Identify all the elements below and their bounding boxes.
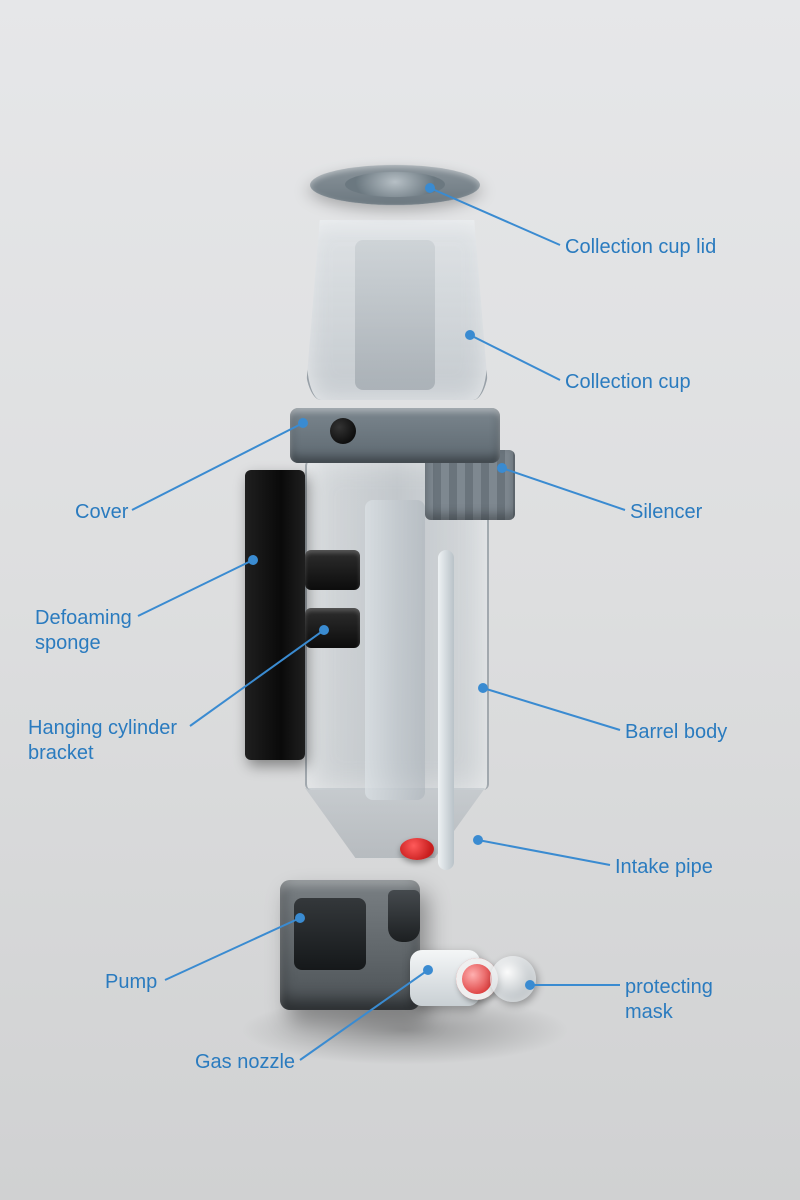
- label-silencer: Silencer: [630, 500, 702, 525]
- diagram-stage: Collection cup lid Collection cup Silenc…: [0, 0, 800, 1200]
- bracket-clip: [305, 550, 360, 590]
- part-protecting-mask: [490, 956, 536, 1002]
- part-collection-cup-inner: [355, 240, 435, 390]
- label-hanging-cylinder-bracket: Hanging cylinder bracket: [28, 716, 177, 766]
- part-pump-outlet: [388, 890, 420, 942]
- part-cover: [290, 408, 500, 463]
- part-intake-pipe: [438, 550, 454, 870]
- part-collection-cup-lid: [310, 165, 480, 205]
- part-hanging-bracket: [305, 550, 360, 700]
- label-cover: Cover: [75, 500, 128, 525]
- label-pump: Pump: [105, 970, 157, 995]
- label-protecting-mask: protecting mask: [625, 975, 713, 1025]
- label-barrel-body: Barrel body: [625, 720, 727, 745]
- bracket-clip: [305, 608, 360, 648]
- part-barrel-inner-tube: [365, 500, 425, 800]
- part-gas-nozzle: [410, 950, 480, 1006]
- part-defoaming-sponge: [245, 470, 305, 760]
- device: [260, 150, 520, 1050]
- label-gas-nozzle: Gas nozzle: [195, 1050, 295, 1075]
- label-collection-cup-lid: Collection cup lid: [565, 235, 716, 260]
- part-gasket: [400, 838, 434, 860]
- label-defoaming-sponge: Defoaming sponge: [35, 606, 132, 656]
- label-collection-cup: Collection cup: [565, 370, 691, 395]
- label-intake-pipe: Intake pipe: [615, 855, 713, 880]
- part-cover-knob: [330, 418, 356, 444]
